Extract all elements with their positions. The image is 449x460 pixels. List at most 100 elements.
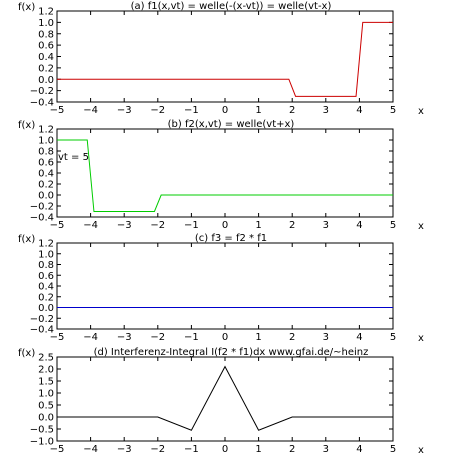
x-tick-label: 1 (255, 105, 261, 116)
x-tick-label: −3 (117, 105, 132, 116)
x-tick-label: −1 (184, 444, 199, 455)
y-axis-label: f(x) (18, 120, 35, 131)
x-tick-label: 5 (390, 220, 396, 231)
y-tick-label: 0.0 (38, 303, 54, 314)
x-tick-label: −1 (184, 332, 199, 343)
x-tick-label: 5 (390, 444, 396, 455)
x-tick-label: 4 (356, 220, 362, 231)
x-tick-label: −4 (83, 105, 98, 116)
x-tick-label: −2 (150, 444, 165, 455)
x-tick-label: 0 (222, 444, 228, 455)
x-tick-label: −5 (50, 105, 65, 116)
x-tick-label: 5 (390, 105, 396, 116)
x-tick-label: 0 (222, 105, 228, 116)
x-tick-label: 3 (323, 332, 329, 343)
x-tick-label: 1 (255, 444, 261, 455)
y-axis-label: f(x) (18, 234, 35, 245)
y-tick-label: −0.2 (30, 86, 54, 97)
plot-frame (56, 128, 394, 218)
x-tick-label: 0 (222, 332, 228, 343)
y-tick-label: 0.6 (38, 271, 54, 282)
x-tick-label: −4 (83, 332, 98, 343)
chart-title: (b) f2(x,vt) = welle(vt+x) (168, 119, 295, 130)
x-tick-label: 2 (289, 444, 295, 455)
x-tick-label: −5 (50, 220, 65, 231)
y-tick-label: −0.4 (30, 98, 54, 109)
x-axis-label: x (418, 333, 424, 344)
x-tick-label: −3 (117, 332, 132, 343)
y-tick-label: 0.8 (38, 29, 54, 40)
series-line (57, 21, 393, 97)
x-tick-label: −2 (150, 220, 165, 231)
x-tick-label: 3 (323, 444, 329, 455)
x-tick-label: 4 (356, 444, 362, 455)
chart-title: (a) f1(x,vt) = welle(-(x-vt)) = welle(vt… (131, 1, 332, 12)
y-tick-label: 0.0 (38, 191, 54, 202)
x-tick-label: 2 (289, 332, 295, 343)
y-tick-label: 0.2 (38, 292, 54, 303)
y-tick-label: 0.2 (38, 63, 54, 74)
y-tick-label: −0.5 (30, 425, 54, 436)
y-tick-label: 0.8 (38, 260, 54, 271)
y-tick-label: −0.4 (30, 325, 54, 336)
y-tick-label: −0.2 (30, 314, 54, 325)
x-tick-label: 0 (222, 220, 228, 231)
y-tick-label: 1.0 (38, 136, 54, 147)
y-tick-label: 0.6 (38, 158, 54, 169)
x-tick-label: 2 (289, 220, 295, 231)
y-tick-label: 0.5 (38, 401, 54, 412)
series-line (57, 139, 393, 212)
series-line (57, 365, 393, 431)
y-tick-label: 0.0 (38, 75, 54, 86)
y-tick-label: 1.2 (38, 7, 54, 18)
plot-frame (56, 242, 394, 330)
x-axis-label: x (418, 221, 424, 232)
x-tick-label: 1 (255, 332, 261, 343)
x-tick-label: 3 (323, 220, 329, 231)
y-tick-label: 0.8 (38, 147, 54, 158)
plot-frame (56, 356, 394, 442)
x-tick-label: 4 (356, 105, 362, 116)
y-tick-label: −1.0 (30, 437, 54, 448)
plot-frame (56, 10, 394, 103)
y-tick-label: 0.4 (38, 52, 54, 63)
chart-title: (d) Interferenz-Integral I(f2 * f1)dx ww… (94, 347, 369, 358)
chart-title: (c) f3 = f2 * f1 (195, 233, 267, 244)
y-tick-label: 1.0 (38, 389, 54, 400)
y-tick-label: 0.0 (38, 413, 54, 424)
y-tick-label: 0.4 (38, 282, 54, 293)
x-tick-label: −1 (184, 105, 199, 116)
y-tick-label: 1.0 (38, 249, 54, 260)
y-tick-label: 0.4 (38, 169, 54, 180)
y-tick-label: 1.5 (38, 377, 54, 388)
x-tick-label: 2 (289, 105, 295, 116)
x-tick-label: −4 (83, 220, 98, 231)
y-tick-label: 0.6 (38, 41, 54, 52)
y-tick-label: 1.2 (38, 239, 54, 250)
y-tick-label: 2.0 (38, 365, 54, 376)
x-tick-label: −3 (117, 444, 132, 455)
y-tick-label: 0.2 (38, 180, 54, 191)
y-axis-label: f(x) (18, 348, 35, 359)
x-tick-label: −5 (50, 332, 65, 343)
x-tick-label: 3 (323, 105, 329, 116)
y-tick-label: −0.2 (30, 202, 54, 213)
x-tick-label: −5 (50, 444, 65, 455)
annotation-label: vt = 5 (58, 152, 89, 163)
x-axis-label: x (418, 445, 424, 455)
y-tick-label: −0.4 (30, 213, 54, 224)
x-tick-label: −2 (150, 332, 165, 343)
y-tick-label: 1.0 (38, 18, 54, 29)
x-axis-label: x (418, 106, 424, 117)
x-tick-label: −2 (150, 105, 165, 116)
y-tick-label: 1.2 (38, 125, 54, 136)
x-tick-label: 5 (390, 332, 396, 343)
x-tick-label: 1 (255, 220, 261, 231)
y-axis-label: f(x) (18, 2, 35, 13)
y-tick-label: 2.5 (38, 353, 54, 364)
x-tick-label: 4 (356, 332, 362, 343)
x-tick-label: −4 (83, 444, 98, 455)
x-tick-label: −1 (184, 220, 199, 231)
x-tick-label: −3 (117, 220, 132, 231)
